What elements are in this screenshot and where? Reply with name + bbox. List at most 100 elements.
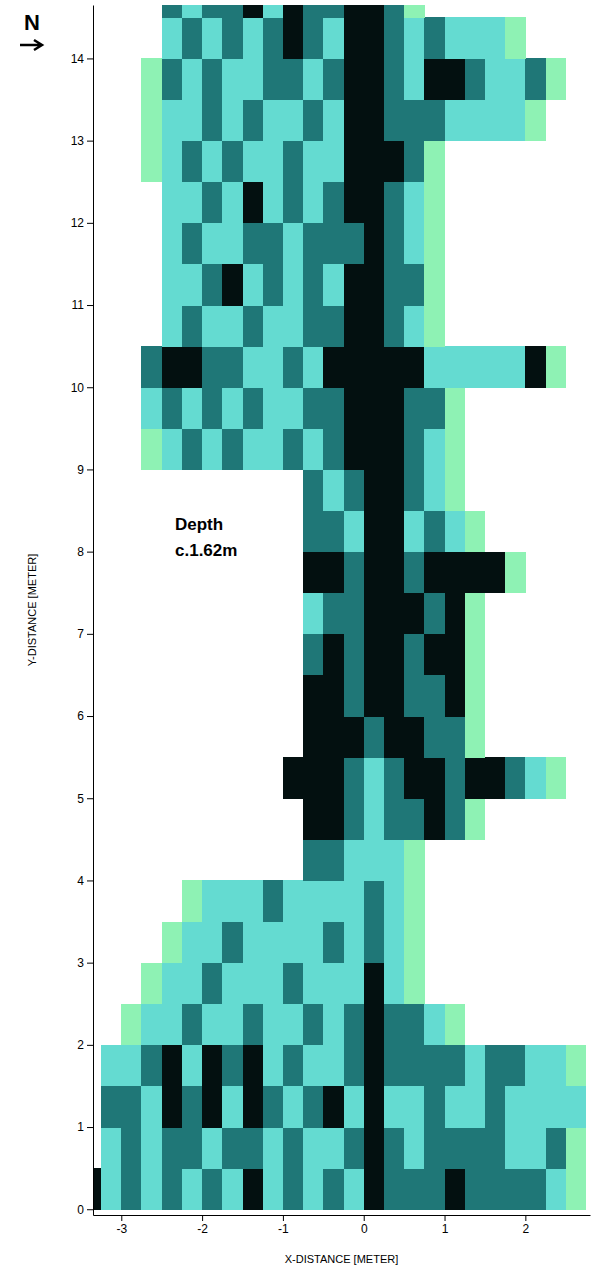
heatmap-cell [546, 1045, 567, 1087]
heatmap-cell [525, 1086, 546, 1128]
heatmap-cell [323, 634, 344, 676]
heatmap-cell [445, 469, 466, 511]
heatmap-cell [364, 469, 385, 511]
heatmap-cell [566, 1168, 587, 1210]
heatmap-cell [465, 552, 486, 594]
x-tick: -1 [278, 1215, 289, 1236]
heatmap-cell [303, 963, 324, 1005]
heatmap-cell [546, 1127, 567, 1169]
heatmap-cell [222, 922, 243, 964]
heatmap-cell [283, 428, 304, 470]
y-tick-label: 8 [77, 545, 84, 559]
heatmap-cell [121, 1045, 142, 1087]
heatmap-cell [222, 58, 243, 100]
heatmap-cell [465, 798, 486, 840]
heatmap-cell [182, 880, 203, 922]
heatmap-cell [202, 264, 223, 306]
heatmap-cell [424, 100, 445, 142]
heatmap-cell [202, 5, 223, 18]
heatmap-cell [344, 593, 365, 635]
y-tick-mark [87, 387, 93, 388]
heatmap-cell [202, 58, 223, 100]
heatmap-cell [404, 182, 425, 224]
x-tick-mark [121, 1215, 122, 1221]
heatmap-cell [303, 223, 324, 265]
heatmap-cell [505, 1045, 526, 1087]
heatmap-cell [222, 141, 243, 183]
heatmap-cell [263, 1127, 284, 1169]
heatmap-cell [364, 634, 385, 676]
heatmap-cell [263, 100, 284, 142]
heatmap-cell [182, 305, 203, 347]
heatmap-cell [283, 1168, 304, 1210]
heatmap-cell [344, 798, 365, 840]
heatmap-cell [283, 5, 304, 18]
heatmap-cell [525, 1045, 546, 1087]
heatmap-cell [323, 428, 344, 470]
heatmap-cell [243, 1086, 264, 1128]
heatmap-cell [222, 305, 243, 347]
heatmap-cell [263, 1004, 284, 1046]
heatmap-cell [303, 757, 324, 799]
heatmap-cell [525, 346, 546, 388]
heatmap-cell [101, 1127, 122, 1169]
heatmap-cell [243, 387, 264, 429]
heatmap-cell [404, 58, 425, 100]
heatmap-cell [404, 141, 425, 183]
y-tick-mark [87, 1045, 93, 1046]
heatmap-cell [344, 346, 365, 388]
y-tick-label: 5 [77, 792, 84, 806]
heatmap-cell [141, 1045, 162, 1087]
heatmap-cell [323, 1086, 344, 1128]
heatmap-cell [344, 963, 365, 1005]
heatmap-cell [566, 1127, 587, 1169]
heatmap-cell [546, 1086, 567, 1128]
heatmap-cell [364, 963, 385, 1005]
heatmap-cell [445, 552, 466, 594]
heatmap-cell [243, 922, 264, 964]
heatmap-cell [364, 593, 385, 635]
heatmap-cell [404, 428, 425, 470]
y-tick-label: 11 [72, 298, 85, 312]
heatmap-cell [465, 17, 486, 59]
heatmap-cell [445, 593, 466, 635]
annotation-line: Depth [175, 515, 223, 534]
heatmap-cell [263, 182, 284, 224]
x-tick-mark [283, 1215, 284, 1221]
y-tick: 0 [77, 1203, 93, 1217]
heatmap-cell [465, 716, 486, 758]
heatmap-cell [465, 1045, 486, 1087]
heatmap-cell [344, 182, 365, 224]
heatmap-cell [424, 634, 445, 676]
heatmap-cell [424, 511, 445, 553]
x-tick-mark [445, 1215, 446, 1221]
heatmap-cell [546, 757, 567, 799]
heatmap-cell [344, 1086, 365, 1128]
heatmap-cell [202, 1168, 223, 1210]
x-tick-label: 1 [442, 1222, 449, 1236]
heatmap-cell [323, 963, 344, 1005]
x-tick-label: 2 [523, 1222, 530, 1236]
heatmap-cell [263, 1045, 284, 1087]
heatmap-cell [222, 5, 243, 18]
y-tick-label: 14 [71, 52, 85, 66]
heatmap-cell [404, 5, 425, 18]
heatmap-cell [424, 798, 445, 840]
heatmap-cell [505, 1086, 526, 1128]
heatmap-cell [202, 223, 223, 265]
heatmap-cell [525, 757, 546, 799]
heatmap-cell [485, 1168, 506, 1210]
x-tick: -3 [116, 1215, 127, 1236]
heatmap-cell [424, 17, 445, 59]
y-tick-mark [87, 223, 93, 224]
heatmap-cell [424, 1086, 445, 1128]
heatmap-cell [243, 58, 264, 100]
heatmap-cell [384, 839, 405, 881]
heatmap-cell [384, 223, 405, 265]
heatmap-cell [364, 1004, 385, 1046]
heatmap-cell [263, 1086, 284, 1128]
heatmap-cell [344, 1045, 365, 1087]
heatmap-cell [404, 469, 425, 511]
heatmap-cell [222, 880, 243, 922]
heatmap-cell [384, 675, 405, 717]
